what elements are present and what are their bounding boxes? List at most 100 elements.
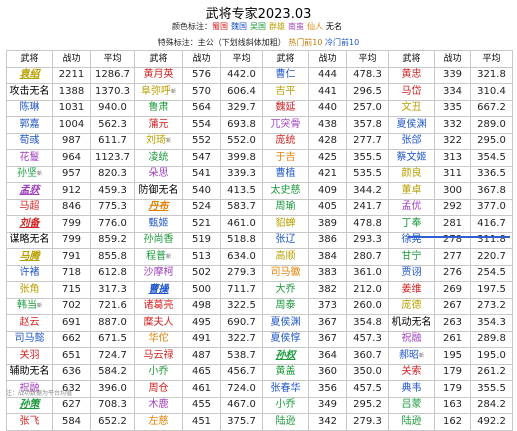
average-value: 354.5 <box>470 149 513 167</box>
average-value: 261.2 <box>470 363 513 381</box>
merit-value: 278 <box>434 231 471 249</box>
average-value: 416.7 <box>470 215 513 233</box>
general-name: 周仓 <box>134 380 183 398</box>
general-name: 华佗 <box>134 330 183 348</box>
average-value: 634.0 <box>220 248 263 266</box>
general-name: 蒲元 <box>134 116 183 134</box>
general-name: 小乔 <box>134 363 183 381</box>
page: 武将专家2023.03 颜色标注：蜀国 魏国 吴国 群雄 南蛮 仙人 无名 特殊标注：主公（… <box>0 7 517 431</box>
general-name: 许褚 <box>6 264 53 282</box>
average-value: 820.3 <box>90 165 135 183</box>
average-value: 671.5 <box>90 330 135 348</box>
general-name: 诸葛亮 <box>134 297 183 315</box>
general-name: 魏延 <box>262 99 309 117</box>
table-row: 辅助无名 636 584.2 小乔 465 456.7 黄盖 360 350.0 关索 179 261… <box>6 363 513 381</box>
average-value: 289.8 <box>470 330 513 348</box>
general-name: 黄忠 <box>388 66 435 84</box>
average-value: 584.2 <box>90 363 135 381</box>
color-legend: 颜色标注：蜀国 魏国 吴国 群雄 南蛮 仙人 无名 <box>0 21 517 32</box>
general-name: 司马徽 <box>262 264 309 282</box>
merit-value: 552 <box>182 132 221 150</box>
general-name: 凌统 <box>134 149 183 167</box>
table-row: 孟获 912 459.3 防御无名 540 413.5 太史慈 409 344.2 董卓 300 36… <box>6 182 513 200</box>
average-value: 538.7 <box>220 347 263 365</box>
merit-value: 627 <box>52 396 91 414</box>
table-row: 刘备 799 776.0 甄姬 521 461.0 貂蝉 389 478.8 丁奉 281 416.7 <box>6 215 513 233</box>
average-value: 775.3 <box>90 198 135 216</box>
average-value: 611.7 <box>90 132 135 150</box>
general-name: 蔡文姬 <box>388 149 435 167</box>
merit-value: 356 <box>308 380 347 398</box>
general-name: 朵思 <box>134 165 183 183</box>
merit-value: 465 <box>182 363 221 381</box>
merit-value: 451 <box>182 413 221 431</box>
legend-item: 魏国 <box>231 22 247 31</box>
merit-value: 269 <box>434 281 471 299</box>
merit-value: 342 <box>308 413 347 431</box>
table-row: 孙策 627 708.3 木鹿 455 467.0 小乔 349 295.2 吕蒙 163 284.2 <box>6 396 513 414</box>
average-value: 478.8 <box>346 215 389 233</box>
merit-value: 179 <box>434 380 471 398</box>
table-row: 郭嘉 1004 562.3 蒲元 554 693.8 兀突骨 438 357.8 夏侯渊 332 28… <box>6 116 513 134</box>
average-value: 273.2 <box>470 297 513 315</box>
merit-value: 461 <box>182 380 221 398</box>
average-value: 612.8 <box>90 264 135 282</box>
average-value: 212.0 <box>346 281 389 299</box>
general-name: 刘琦新 <box>134 132 183 150</box>
table-row: 关羽 651 724.7 马云禄 487 538.7 孙权 364 360.7 郝昭新 195 195… <box>6 347 513 365</box>
average-value: 260.0 <box>346 297 389 315</box>
merit-value: 1004 <box>52 116 91 134</box>
average-value: 1123.7 <box>90 149 135 167</box>
merit-value: 498 <box>182 297 221 315</box>
merit-value: 987 <box>52 132 91 150</box>
average-value: 339.3 <box>220 165 263 183</box>
table-row: 韩当新 702 721.6 诸葛亮 498 322.5 周泰 373 260.0 庞德 267 273… <box>6 297 513 315</box>
merit-value: 367 <box>308 314 347 332</box>
average-value: 284.2 <box>470 396 513 414</box>
general-name: 木鹿 <box>134 396 183 414</box>
merit-value: 2211 <box>52 66 91 84</box>
general-name: 程普新 <box>134 248 183 266</box>
general-name: 韩当新 <box>6 297 53 315</box>
general-name: 阜弥呼新 <box>134 83 183 101</box>
special-prefix: 特殊标注：主公（下划线斜体加粗） <box>157 38 286 47</box>
general-name: 陈琳 <box>6 99 53 117</box>
average-value: 336.5 <box>470 165 513 183</box>
general-name: 夏侯渊 <box>262 314 309 332</box>
merit-value: 179 <box>434 363 471 381</box>
merit-value: 502 <box>182 264 221 282</box>
column-header: 平均 <box>346 50 389 68</box>
table-row: 攻击无名 1388 1370.3 阜弥呼新 570 606.4 吉平 441 296.5 马岱 33… <box>6 83 513 101</box>
average-value: 361.0 <box>346 264 389 282</box>
average-value: 399.8 <box>220 149 263 167</box>
general-name: 兀突骨 <box>262 116 309 134</box>
table-row: 谋略无名 799 859.2 孙尚香 519 518.8 张辽 386 293.3 徐晃 278 31… <box>6 231 513 249</box>
average-value: 518.8 <box>220 231 263 249</box>
new-tag: 新 <box>165 138 171 145</box>
table-row: 许褚 718 612.8 沙摩柯 502 279.3 司马徽 383 361.0 贾诩 276 254… <box>6 264 513 282</box>
general-name: 姜维 <box>388 281 435 299</box>
average-value: 459.3 <box>90 182 135 200</box>
general-table: 武将 战功 平均 武将 战功 平均 武将 战功 平均 武将 战功 平均 袁绍 2211 1286.7 黄月英… <box>6 50 513 431</box>
merit-value: 163 <box>434 396 471 414</box>
merit-value: 386 <box>308 231 347 249</box>
page-title: 武将专家2023.03 <box>205 7 312 22</box>
table-row: 荀彧 987 611.7 刘琦新 552 552.0 庞统 428 277.7 张郃 322 295.… <box>6 132 513 150</box>
average-value: 562.3 <box>90 116 135 134</box>
average-value: 708.3 <box>90 396 135 414</box>
table-row: 赵云 691 887.0 糜夫人 495 690.7 夏侯渊 367 354.8 机动无名 263 3… <box>6 314 513 332</box>
table-header: 武将 战功 平均 武将 战功 平均 武将 战功 平均 武将 战功 平均 <box>6 50 513 68</box>
average-value: 279.3 <box>220 264 263 282</box>
general-name: 陆逊 <box>262 413 309 431</box>
average-value: 317.3 <box>90 281 135 299</box>
hot-label: 热门前10 <box>288 38 323 47</box>
general-name: 马云禄 <box>134 347 183 365</box>
average-value: 456.7 <box>220 363 263 381</box>
merit-value: 964 <box>52 149 91 167</box>
merit-value: 440 <box>308 99 347 117</box>
table-row: 孙坚新 957 820.3 朵思 541 339.3 曹植 421 535.5 颜良 311 336.… <box>6 165 513 183</box>
merit-value: 957 <box>52 165 91 183</box>
general-name: 关羽 <box>6 347 53 365</box>
merit-value: 715 <box>52 281 91 299</box>
average-value: 552.0 <box>220 132 263 150</box>
